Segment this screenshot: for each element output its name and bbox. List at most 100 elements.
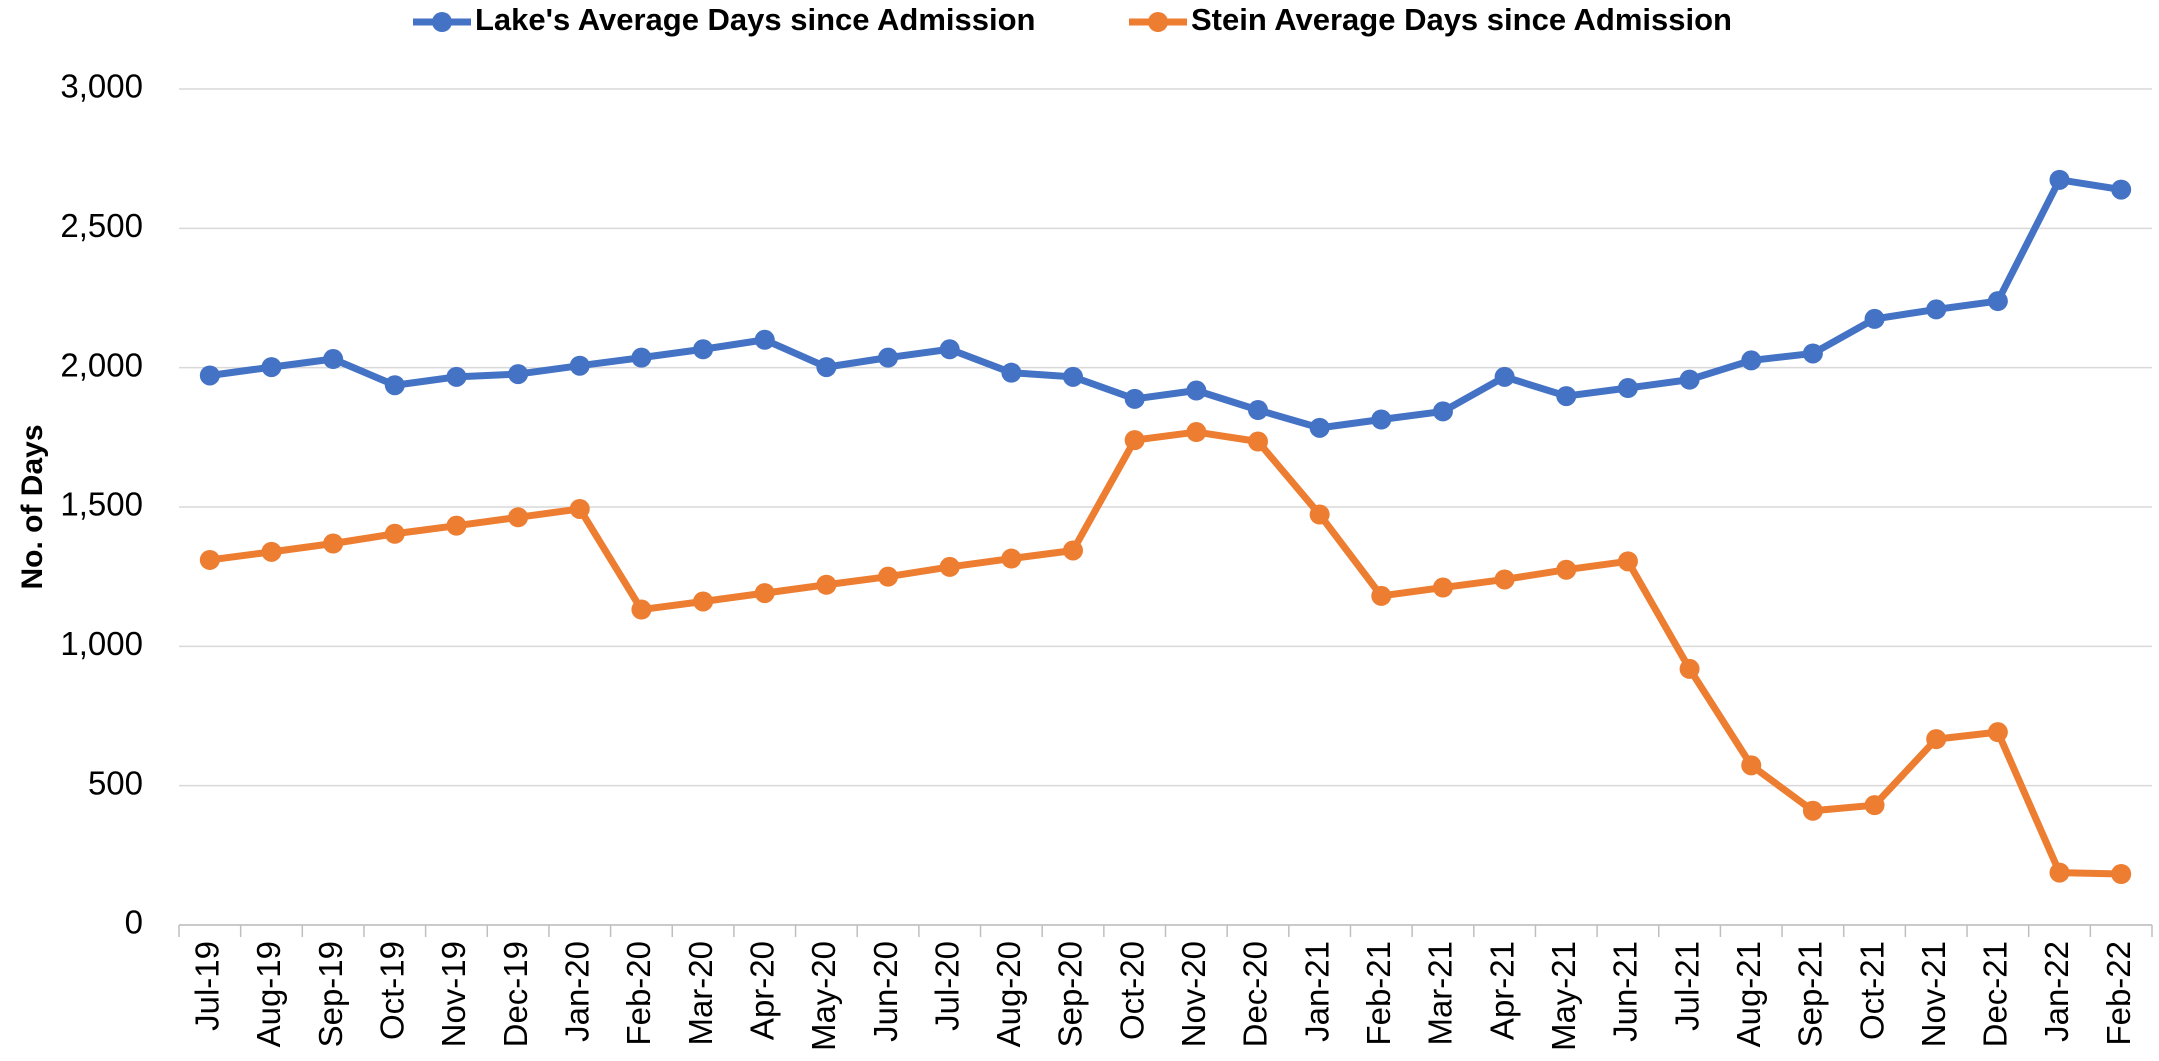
x-tick-label: Nov-21 [1915, 941, 1952, 1047]
data-point [1063, 540, 1084, 561]
data-point [323, 533, 344, 554]
x-tick-label: Sep-21 [1792, 941, 1829, 1047]
data-point [2111, 179, 2132, 200]
data-point [1987, 722, 2008, 743]
data-point [816, 357, 837, 378]
x-tick-label: Dec-20 [1237, 941, 1274, 1047]
x-tick-label: Nov-19 [435, 941, 472, 1047]
x-tick-label: Feb-21 [1360, 941, 1397, 1046]
x-tick-label: May-20 [805, 941, 842, 1051]
data-point [631, 347, 652, 368]
x-tick-label: Dec-21 [1977, 941, 2014, 1047]
x-tick-label: Jul-21 [1668, 941, 1705, 1031]
data-point [816, 574, 837, 595]
y-axis-label: No. of Days [16, 424, 49, 589]
x-tick-label: Oct-21 [1853, 941, 1890, 1040]
data-point [1186, 380, 1207, 401]
data-point [199, 365, 220, 386]
data-point [1124, 388, 1145, 409]
y-tick-label: 3,000 [60, 68, 143, 105]
y-tick-label: 2,500 [60, 207, 143, 244]
series-line [209, 176, 2122, 432]
data-point [2049, 169, 2070, 190]
x-tick-label: Nov-20 [1175, 941, 1212, 1047]
data-point [1556, 386, 1577, 407]
data-point [1001, 548, 1022, 569]
data-point [446, 366, 467, 387]
data-point [1001, 362, 1022, 383]
data-point [1063, 366, 1084, 387]
data-point [1371, 409, 1392, 430]
data-point [1432, 577, 1453, 598]
x-tick-label: Jan-20 [558, 941, 595, 1042]
data-point [569, 498, 590, 519]
data-point [1679, 369, 1700, 390]
data-point [1679, 658, 1700, 679]
data-point [1864, 308, 1885, 329]
y-tick-label: 1,500 [60, 486, 143, 523]
x-tick-label: Feb-20 [620, 941, 657, 1046]
data-point [323, 349, 344, 370]
x-tick-label: Sep-19 [312, 941, 349, 1047]
x-tick-label: Mar-20 [682, 941, 719, 1046]
data-point [508, 364, 529, 385]
data-point [754, 583, 775, 604]
data-point [1617, 378, 1638, 399]
x-tick-label: Jan-21 [1298, 941, 1335, 1042]
data-point [1247, 431, 1268, 452]
data-point [1617, 551, 1638, 572]
data-point [1741, 755, 1762, 776]
data-point [1987, 291, 2008, 312]
x-tick-label: Feb-22 [2100, 941, 2137, 1046]
data-point [1432, 401, 1453, 422]
x-tick-label: Sep-20 [1052, 941, 1089, 1047]
y-tick-label: 1,000 [60, 625, 143, 662]
x-tick-label: Jan-22 [2038, 941, 2075, 1042]
data-point [693, 591, 714, 612]
x-tick-label: Oct-19 [374, 941, 411, 1040]
data-point [199, 549, 220, 570]
data-point [1926, 299, 1947, 320]
data-point [261, 541, 282, 562]
data-point [2111, 864, 2132, 885]
data-point [446, 515, 467, 536]
x-tick-label: Jun-21 [1607, 941, 1644, 1042]
x-tick-label: Jul-20 [928, 941, 965, 1031]
x-tick-label: Mar-21 [1422, 941, 1459, 1046]
y-tick-label: 500 [88, 764, 143, 801]
y-tick-label: 2,000 [60, 346, 143, 383]
legend-label: Stein Average Days since Admission [1191, 2, 1732, 37]
legend-marker [432, 12, 452, 32]
data-point [1741, 350, 1762, 371]
data-point [384, 523, 405, 544]
data-point [569, 355, 590, 376]
legend-label: Lake's Average Days since Admission [475, 2, 1035, 37]
data-point [1371, 585, 1392, 606]
x-tick-label: Aug-19 [250, 941, 287, 1047]
x-tick-label: Jun-20 [867, 941, 904, 1042]
x-tick-label: Dec-19 [497, 941, 534, 1047]
data-point [1494, 569, 1515, 590]
data-point [754, 329, 775, 350]
data-point [1926, 729, 1947, 750]
data-point [384, 375, 405, 396]
data-point [1186, 422, 1207, 443]
data-point [1247, 400, 1268, 421]
data-point [2049, 862, 2070, 883]
data-point [508, 507, 529, 528]
data-point [1802, 800, 1823, 821]
data-point [1802, 343, 1823, 364]
x-tick-label: Aug-21 [1730, 941, 1767, 1047]
legend-marker [1148, 12, 1168, 32]
x-tick-label: Jul-19 [189, 941, 226, 1031]
x-tick-label: Aug-20 [990, 941, 1027, 1047]
y-tick-label: 0 [125, 904, 143, 941]
data-point [1309, 417, 1330, 438]
data-point [939, 339, 960, 360]
data-point [261, 357, 282, 378]
data-point [939, 556, 960, 577]
data-point [1309, 504, 1330, 525]
x-tick-label: Apr-21 [1483, 941, 1520, 1040]
data-point [1124, 430, 1145, 451]
